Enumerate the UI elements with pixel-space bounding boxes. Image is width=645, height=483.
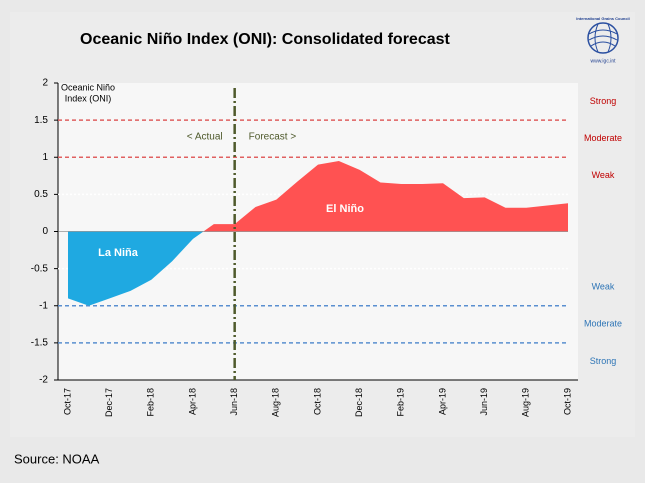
annotation-negative: La Niña [98, 247, 139, 259]
logo-name: International Grains Council [576, 16, 630, 21]
annotation-positive: El Niño [326, 203, 364, 215]
y-tick-label: -2 [39, 375, 48, 386]
logo-url: www.igc.int [590, 58, 616, 64]
logo: International Grains Council www.igc.int [576, 16, 630, 64]
source: Source: NOAA [14, 451, 100, 466]
threshold-label: Moderate [584, 133, 622, 143]
area [68, 160, 568, 306]
y-tick-label: 1 [42, 152, 48, 163]
x-tick-label: Feb-18 [146, 388, 156, 417]
y-tick-label: -1.5 [31, 338, 49, 349]
x-tick-label: Aug-18 [271, 388, 281, 417]
y-tick-label: -0.5 [31, 263, 49, 274]
chart-title: Oceanic Niño Index (ONI): Consolidated f… [80, 31, 451, 48]
y-axis-label: Index (ONI) [65, 93, 112, 103]
x-tick-label: Oct-17 [62, 388, 72, 415]
annotation-actual: < Actual [187, 132, 223, 143]
x-tick-label: Dec-18 [354, 388, 364, 417]
threshold-label: Weak [592, 170, 615, 180]
logo-lines [588, 23, 618, 53]
x-tick-label: Aug-19 [521, 388, 531, 417]
logo-globe [587, 22, 619, 54]
x-tick-label: Dec-17 [104, 388, 114, 417]
threshold-label: Strong [590, 96, 617, 106]
threshold-label: Weak [592, 282, 615, 292]
x-tick-label: Jun-18 [229, 388, 239, 416]
x-tick-label: Jun-19 [479, 388, 489, 416]
y-axis-label: Oceanic Niño [61, 82, 115, 92]
annotation-forecast: Forecast > [249, 132, 297, 143]
x-tick-label: Feb-19 [396, 388, 406, 417]
x-tick-label: Oct-19 [562, 388, 572, 415]
y-tick-label: 0 [42, 226, 48, 237]
y-tick-label: 1.5 [34, 115, 48, 126]
x-tick-label: Apr-19 [437, 388, 447, 415]
y-tick-label: -1 [39, 300, 48, 311]
y-tick-label: 2 [42, 78, 48, 89]
threshold-label: Strong [590, 356, 617, 366]
threshold-label: Moderate [584, 319, 622, 329]
y-tick-label: 0.5 [34, 189, 48, 200]
x-tick-label: Oct-18 [312, 388, 322, 415]
x-tick-label: Apr-18 [187, 388, 197, 415]
